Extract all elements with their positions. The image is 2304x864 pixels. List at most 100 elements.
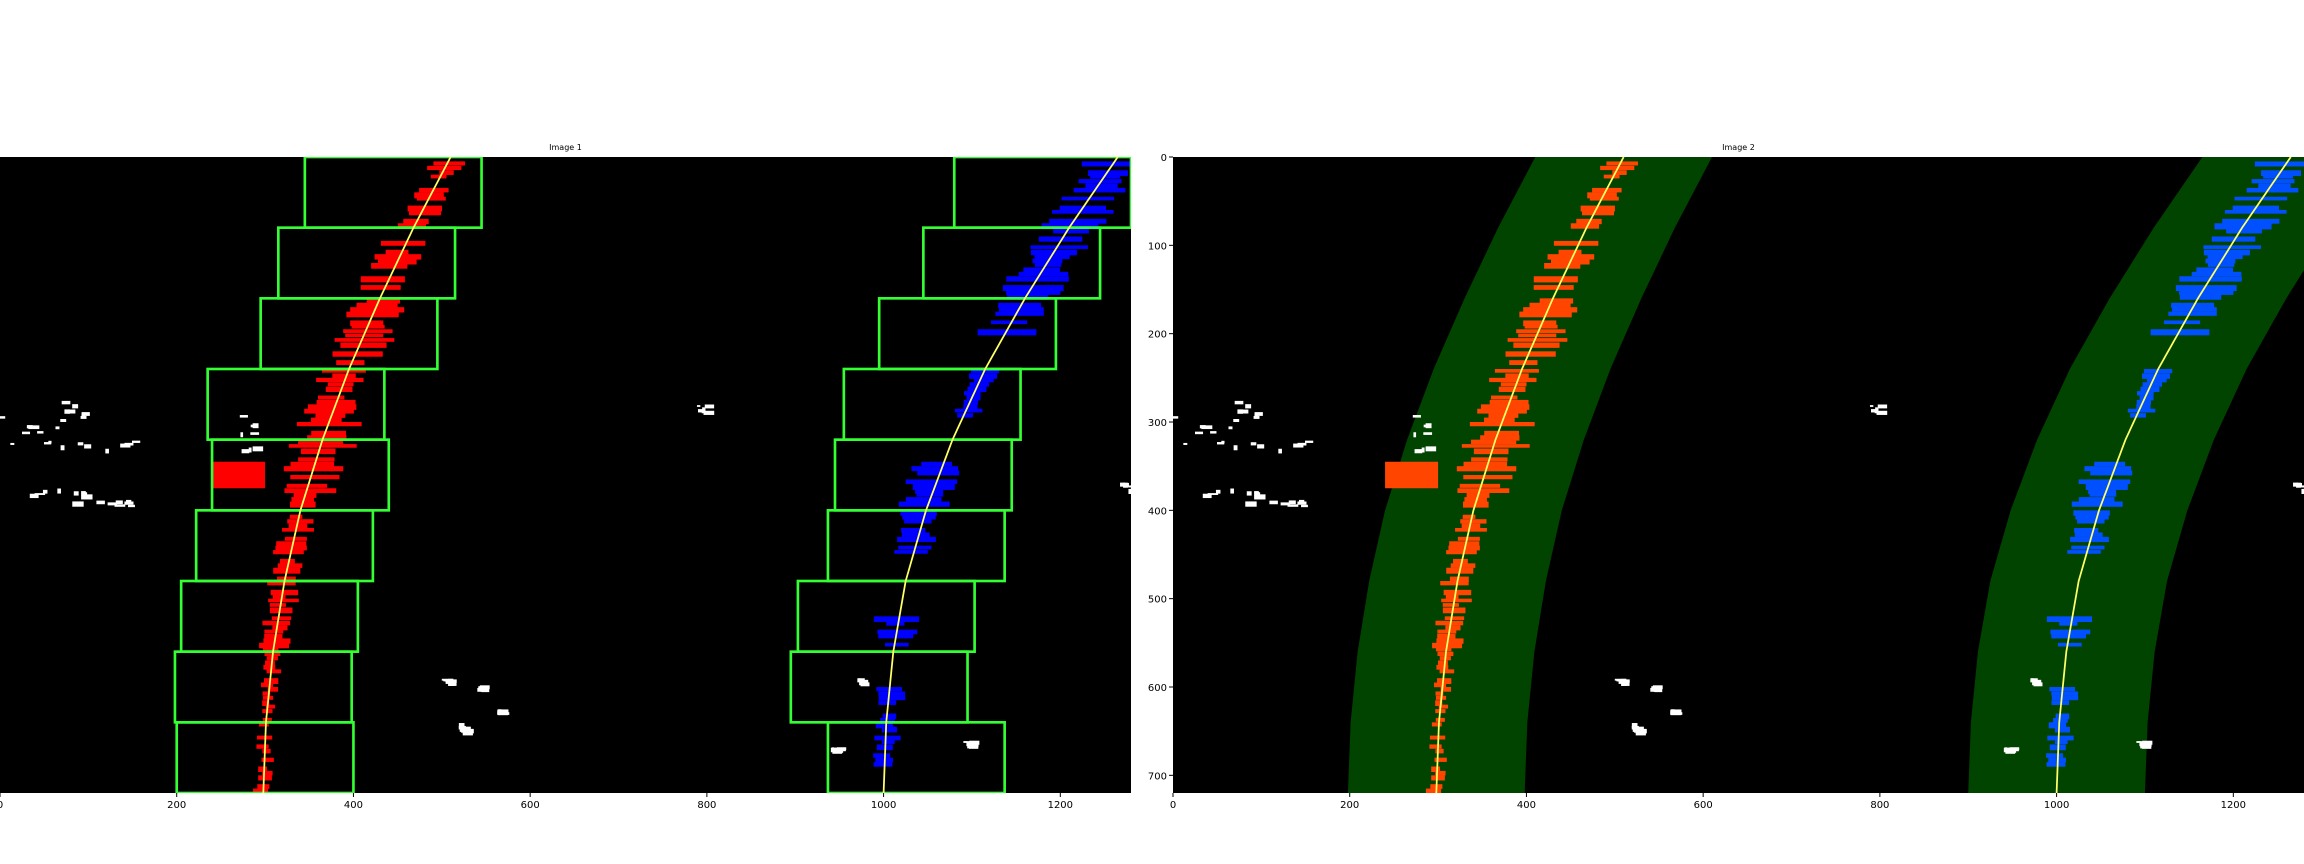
lane-pixel bbox=[873, 616, 920, 623]
noise-pixel bbox=[55, 426, 60, 430]
noise-pixel bbox=[1123, 482, 1128, 488]
noise-pixel bbox=[498, 709, 502, 712]
lane-pixel bbox=[304, 408, 354, 414]
noise-pixel bbox=[72, 404, 79, 409]
lane-pixel bbox=[1477, 408, 1527, 414]
lane-pixel bbox=[912, 483, 955, 490]
noise-pixel bbox=[81, 412, 90, 416]
lane-pixel bbox=[1445, 594, 1459, 600]
lane-pixel bbox=[905, 479, 958, 485]
lane-pixel bbox=[2058, 642, 2082, 647]
lane-pixel bbox=[911, 466, 959, 472]
lane-pixel bbox=[2078, 497, 2115, 503]
lane-pixel bbox=[2084, 466, 2132, 472]
lane-pixel bbox=[2127, 408, 2156, 413]
noise-pixel bbox=[1871, 409, 1876, 413]
lane-detection-svg-2 bbox=[1173, 157, 2304, 793]
noise-pixel bbox=[1253, 415, 1260, 419]
lane-pixel bbox=[2074, 528, 2099, 533]
lane-pixel bbox=[1461, 444, 1530, 448]
lane-pixel bbox=[2211, 236, 2256, 242]
y-tick-label: 100 bbox=[1148, 241, 1167, 252]
lane-pixel bbox=[2207, 254, 2243, 260]
lane-pixel bbox=[2140, 386, 2160, 393]
lane-pixel bbox=[262, 647, 279, 652]
lane-pixel bbox=[1034, 254, 1070, 260]
noise-pixel bbox=[84, 444, 92, 449]
noise-pixel bbox=[696, 405, 701, 407]
lane-pixel bbox=[2224, 210, 2287, 214]
lane-pixel bbox=[904, 519, 932, 524]
noise-pixel bbox=[10, 442, 15, 445]
lane-pixel bbox=[2136, 404, 2151, 411]
noise-pixel bbox=[250, 424, 254, 428]
noise-pixel bbox=[1210, 431, 1217, 434]
lane-pixel bbox=[901, 532, 930, 537]
lane-pixel bbox=[1505, 351, 1556, 357]
noise-pixel bbox=[44, 442, 52, 445]
lane-pixel bbox=[900, 510, 937, 516]
lane-pixel bbox=[2226, 227, 2262, 234]
noise-pixel bbox=[1635, 728, 1647, 734]
lane-pixel bbox=[1480, 435, 1520, 441]
lane-pixel bbox=[1449, 576, 1469, 582]
noise-pixel bbox=[1621, 681, 1627, 686]
lane-pixel bbox=[990, 320, 1028, 325]
noise-pixel bbox=[34, 493, 46, 495]
lane-pixel bbox=[1437, 660, 1448, 666]
lane-pixel bbox=[1460, 519, 1487, 524]
lane-pixel bbox=[261, 757, 274, 762]
lane-pixel bbox=[1463, 461, 1508, 468]
lane-pixel bbox=[269, 607, 293, 614]
x-tick-label: 1000 bbox=[871, 800, 896, 811]
lane-pixel bbox=[1461, 523, 1481, 530]
lane-pixel bbox=[1437, 629, 1457, 634]
lane-pixel bbox=[998, 307, 1044, 312]
lane-pixel bbox=[2171, 307, 2217, 312]
noise-pixel bbox=[857, 678, 861, 683]
lane-pixel bbox=[966, 395, 981, 401]
lane-pixel bbox=[917, 470, 960, 476]
lane-pixel bbox=[1081, 161, 1131, 167]
x-tick-label: 600 bbox=[521, 800, 540, 811]
lane-pixel bbox=[262, 717, 272, 722]
noise-pixel bbox=[1217, 442, 1225, 445]
lane-pixel bbox=[332, 351, 383, 357]
lane-pixel bbox=[311, 417, 342, 424]
lane-pixel bbox=[2175, 285, 2237, 292]
lane-pixel bbox=[264, 660, 275, 666]
lane-pixel bbox=[276, 541, 307, 547]
lane-pixel bbox=[2203, 245, 2261, 249]
lane-pixel bbox=[430, 174, 447, 179]
panel-image-1: Image 1 bbox=[0, 143, 1131, 793]
noise-pixels bbox=[0, 400, 1131, 754]
lane-image-2 bbox=[1173, 157, 2304, 793]
lane-pixel bbox=[967, 386, 987, 393]
noise-pixel bbox=[1299, 499, 1305, 504]
y-tick-label: 600 bbox=[1148, 683, 1167, 694]
panel-title: Image 2 bbox=[1722, 143, 1755, 152]
lane-pixel bbox=[897, 536, 936, 543]
lane-pixel bbox=[964, 391, 981, 396]
lane-pixel bbox=[1589, 196, 1619, 201]
noise-pixel bbox=[61, 400, 71, 405]
noise-pixel bbox=[72, 501, 84, 507]
lane-pixel bbox=[1484, 430, 1520, 437]
lane-pixel bbox=[1558, 249, 1582, 256]
lane-pixel bbox=[2051, 695, 2079, 701]
noise-pixel bbox=[1421, 447, 1425, 453]
lane-pixel bbox=[873, 753, 891, 758]
lane-pixel bbox=[1462, 514, 1476, 519]
lane-pixel bbox=[1440, 581, 1469, 586]
lane-pixel bbox=[269, 603, 286, 607]
noise-pixel bbox=[240, 432, 244, 438]
lane-pixel bbox=[1612, 170, 1627, 175]
x-tick-label: 200 bbox=[167, 800, 186, 811]
lane-pixel bbox=[2089, 492, 2117, 497]
noise-pixel bbox=[1875, 407, 1879, 412]
lane-pixel bbox=[1435, 748, 1444, 754]
lane-pixel bbox=[2074, 532, 2103, 537]
fit-line bbox=[262, 157, 452, 793]
y-tick-label: 300 bbox=[1148, 418, 1167, 429]
lane-pixel bbox=[2163, 320, 2201, 325]
